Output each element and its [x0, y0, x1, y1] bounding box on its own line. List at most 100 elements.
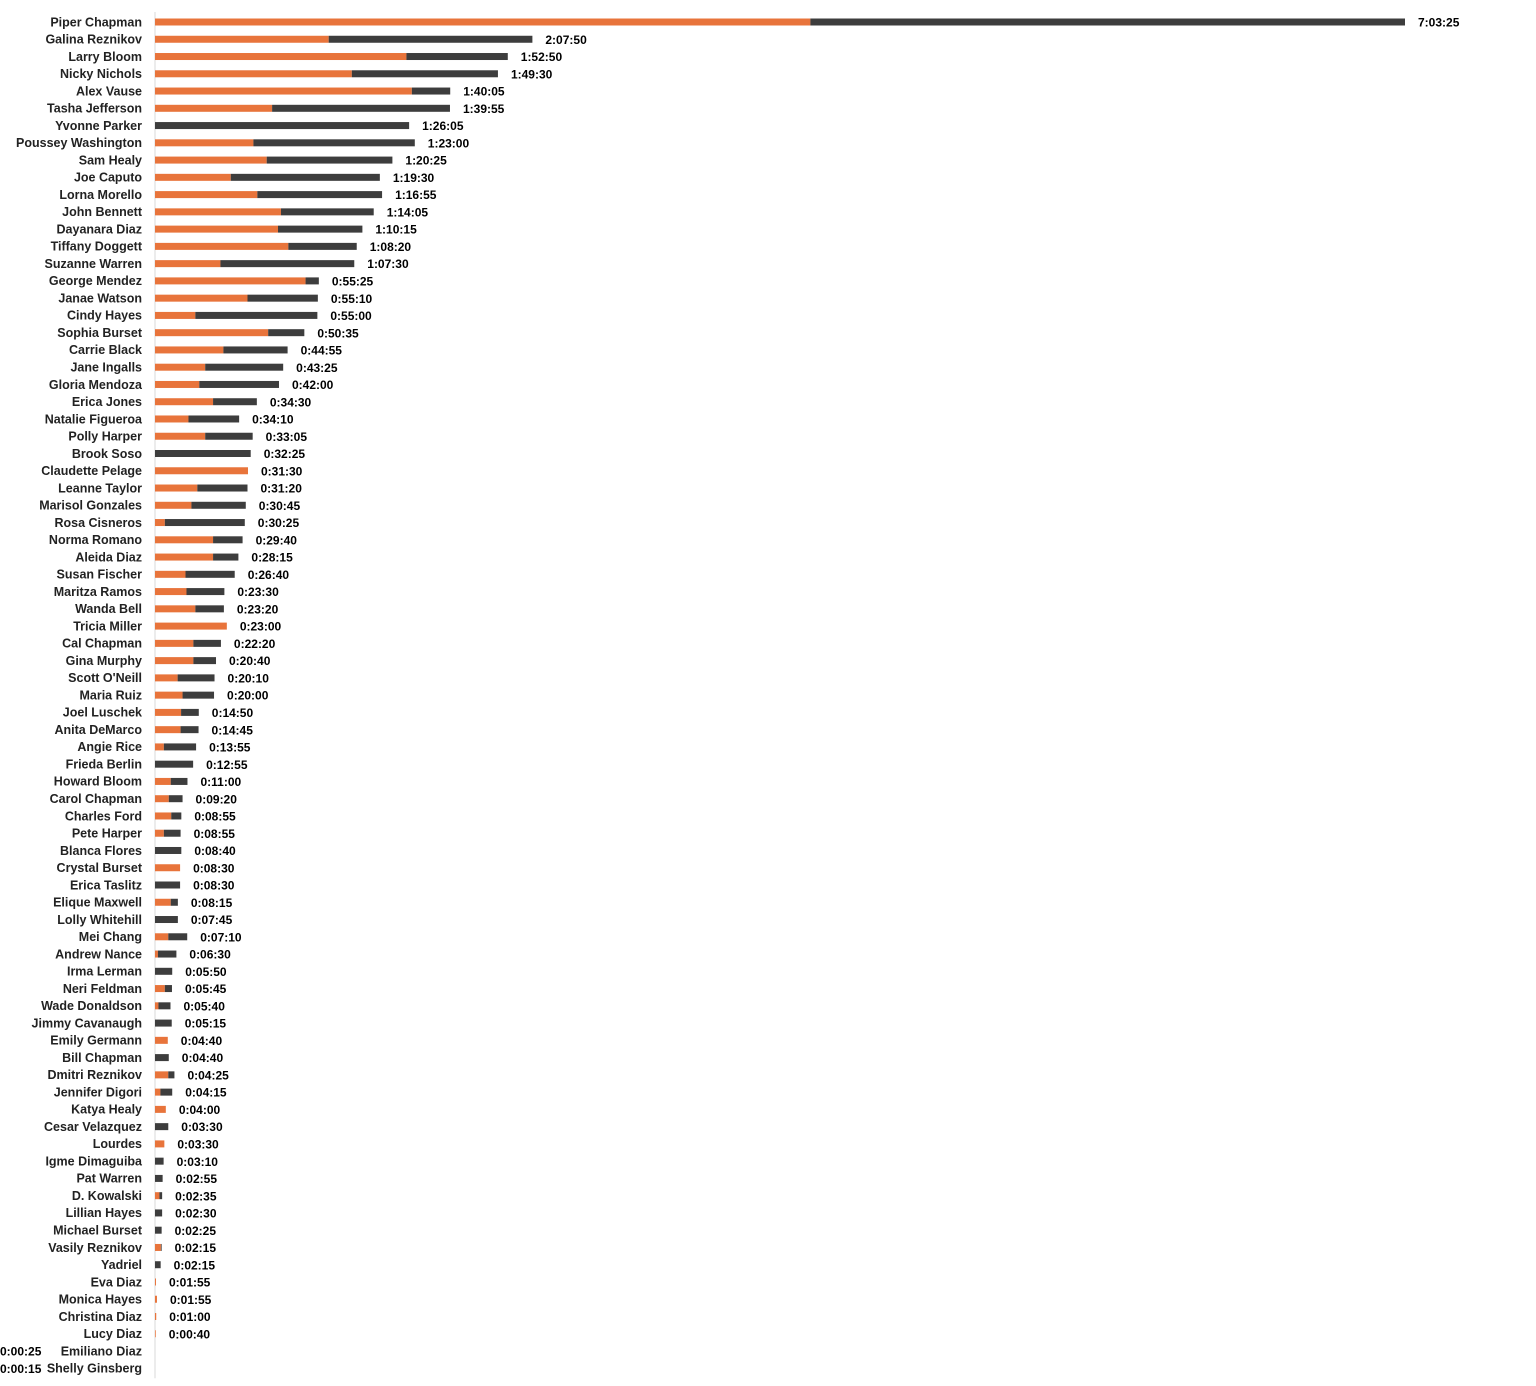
data-label-total: 0:12:55: [206, 758, 248, 772]
category-label: Cindy Hayes: [67, 309, 142, 323]
category-label: Lillian Hayes: [66, 1206, 142, 1220]
category-label: Norma Romano: [49, 533, 142, 547]
category-label: Larry Bloom: [68, 50, 142, 64]
category-labels: Piper Chapman Galina Reznikov Larry Bloom N…: [16, 15, 143, 1375]
bar-segment-a: [155, 622, 227, 630]
bar-segment-b: [328, 35, 533, 43]
data-label-total: 0:14:50: [212, 706, 254, 720]
category-label: Janae Watson: [58, 291, 142, 305]
bar-segment-b: [155, 1019, 172, 1027]
bar-segment-b: [810, 18, 1405, 26]
data-label-total: 2:07:50: [545, 33, 587, 47]
data-label-total: 0:04:40: [181, 1034, 223, 1048]
data-label-total: 0:23:30: [237, 585, 279, 599]
data-label-total: 0:02:15: [174, 1258, 216, 1272]
bar-segment-a: [155, 53, 407, 61]
data-label-total: 0:14:45: [212, 723, 254, 737]
bar-segment-a: [155, 605, 196, 613]
bar-segment-a: [155, 1313, 157, 1320]
bar-segment-b: [193, 657, 217, 665]
bar-segment-a: [155, 277, 306, 285]
category-label: Wade Donaldson: [41, 999, 142, 1013]
category-label: Gina Murphy: [66, 654, 142, 668]
category-label: Howard Bloom: [54, 775, 142, 789]
category-label: Pat Warren: [76, 1172, 142, 1186]
category-label: Crystal Burset: [57, 861, 143, 875]
data-label-total: 0:11:00: [200, 775, 241, 789]
data-label-total: 0:08:15: [191, 896, 233, 910]
data-label-total: 0:05:40: [184, 999, 226, 1013]
bar-segment-b: [170, 898, 178, 906]
total-labels: 7:03:25 2:07:50 1:52:50 1:49:30 1:40:05 1:39:…: [0, 16, 1460, 1376]
category-label: Marisol Gonzales: [39, 499, 142, 513]
category-label: Lourdes: [93, 1137, 142, 1151]
bar-segment-a: [155, 1071, 169, 1079]
category-label: Anita DeMarco: [54, 723, 142, 737]
bar-segment-b: [230, 173, 380, 181]
bar-segment-b: [199, 380, 279, 388]
bar-segment-b: [155, 916, 178, 924]
bar-segment-a: [155, 432, 206, 440]
bar-segment-a: [155, 467, 248, 475]
bar-segment-b: [180, 726, 199, 734]
category-label: Dayanara Diaz: [57, 222, 142, 236]
bar-segment-a: [155, 691, 183, 699]
data-label-total: 0:30:45: [259, 499, 301, 513]
data-label-total: 0:42:00: [292, 378, 334, 392]
bar-segment-b: [182, 691, 215, 699]
bar-segment-a: [155, 743, 164, 751]
bar-segment-a: [155, 70, 352, 78]
category-label: Cesar Velazquez: [44, 1120, 142, 1134]
category-label: Dmitri Reznikov: [48, 1068, 143, 1082]
bar-segment-b: [280, 208, 374, 216]
bar-segment-b: [205, 432, 253, 440]
bar-segment-a: [155, 1330, 156, 1338]
category-label: Andrew Nance: [55, 947, 142, 961]
bar-segment-a: [155, 173, 231, 181]
category-label: Maritza Ramos: [54, 585, 142, 599]
data-label-total: 0:03:10: [177, 1155, 219, 1169]
bar-segment-a: [155, 35, 329, 43]
bar-segment-a: [155, 380, 200, 388]
bar-segment-a: [155, 156, 267, 164]
bar-segment-b: [205, 363, 284, 371]
category-label: Jane Ingalls: [70, 361, 142, 375]
bar-segment-a: [155, 208, 281, 216]
category-label: Pete Harper: [72, 827, 142, 841]
category-label: George Mendez: [49, 274, 142, 288]
bar-segment-b: [188, 415, 240, 423]
bar-segment-b: [177, 674, 215, 682]
bar-segment-b: [253, 139, 415, 147]
data-label-total: 0:44:55: [301, 344, 343, 358]
data-label-total: 0:02:55: [176, 1172, 218, 1186]
category-label: Emiliano Diaz: [61, 1344, 142, 1358]
data-label-total: 1:49:30: [511, 67, 553, 81]
category-label: Mei Chang: [79, 930, 142, 944]
bar-segment-b: [155, 846, 182, 854]
bar-segment-a: [155, 553, 214, 561]
bar-segment-a: [155, 260, 221, 268]
category-label: Charles Ford: [65, 809, 142, 823]
bar-segment-b: [351, 70, 498, 78]
bar-segment-a: [155, 191, 258, 199]
bar-segment-a: [155, 484, 198, 492]
bar-segment-a: [155, 501, 192, 509]
category-label: Christina Diaz: [59, 1310, 142, 1324]
data-label-total: 0:20:00: [227, 689, 269, 703]
data-label-total: 0:23:00: [240, 620, 282, 634]
bar-segment-a: [155, 985, 165, 993]
category-label: Brook Soso: [72, 447, 143, 461]
category-label: Joel Luschek: [63, 706, 142, 720]
bar-segment-b: [185, 570, 235, 578]
category-label: Tasha Jefferson: [47, 102, 142, 116]
bar-segment-b: [170, 777, 188, 785]
category-label: Michael Burset: [53, 1224, 143, 1238]
bar-segment-b: [195, 311, 318, 319]
category-label: Carol Chapman: [50, 792, 142, 806]
category-label: Yvonne Parker: [55, 119, 142, 133]
data-label-total: 0:20:10: [228, 671, 270, 685]
bar-segment-b: [193, 639, 221, 647]
bar-segment-a: [155, 225, 279, 233]
data-label-total: 0:23:20: [237, 602, 279, 616]
data-label-total: 0:55:10: [331, 292, 373, 306]
